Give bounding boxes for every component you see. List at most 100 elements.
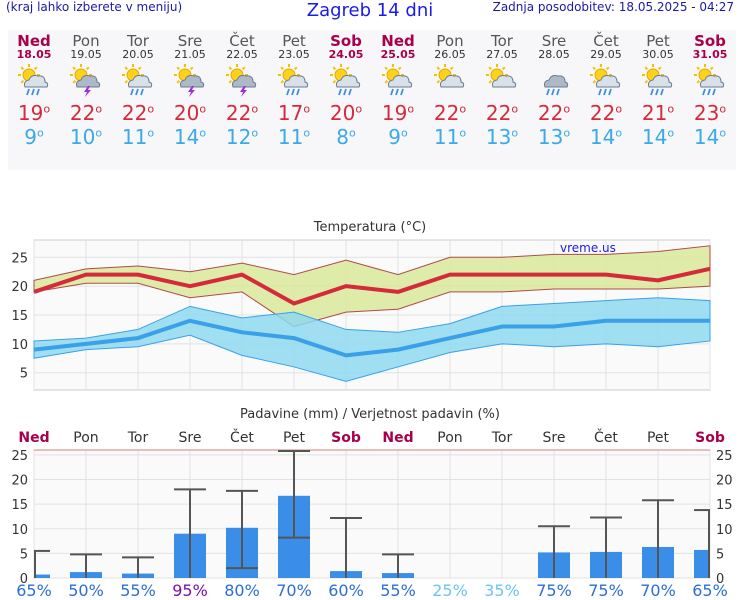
day-column: Sre 21.05 20o 14o (164, 30, 216, 170)
y-tick-label: 10 (11, 338, 28, 353)
rain-day-label: Pon (437, 430, 462, 446)
max-temperature-value: 22 (69, 101, 96, 125)
rain-day-label: Sre (543, 430, 566, 446)
rain-day-label: Sre (179, 430, 202, 446)
y-tick-label: 25 (11, 251, 28, 266)
last-updated: Zadnja posodobitev: 18.05.2025 - 04:27 (492, 0, 734, 14)
rain-day-label: Pon (73, 430, 98, 446)
rain-probability: 55% (380, 581, 416, 600)
max-temperature: 22o (69, 101, 103, 125)
temperature-chart-title: Temperatura (°C) (313, 220, 427, 235)
min-temperature-value: 13 (485, 125, 512, 149)
min-temperature-value: 11 (277, 125, 304, 149)
y-tick-label-right: 25 (716, 449, 733, 464)
max-temperature: 17o (277, 101, 311, 125)
sun-cloud-rain-icon (580, 61, 632, 99)
rain-probability: 75% (588, 581, 624, 600)
max-temp-range-band (33, 245, 711, 328)
rain-probability: 80% (224, 581, 260, 600)
max-temperature-value: 23 (693, 101, 720, 125)
max-temperature-value: 22 (589, 101, 616, 125)
day-name: Pon (72, 32, 100, 50)
rain-day-label: Tor (491, 430, 513, 446)
min-temperature-value: 14 (693, 125, 720, 149)
day-column: Tor 27.05 22o 13o (476, 30, 528, 170)
max-temperature-value: 22 (433, 101, 460, 125)
rain-bar (694, 549, 710, 578)
max-temperature-value: 22 (225, 101, 252, 125)
day-date: 26.05 (434, 48, 466, 61)
max-temperature: 19o (381, 101, 415, 125)
rain-day-label: Pet (647, 430, 670, 446)
rain-day-label: Čet (594, 428, 618, 446)
min-temperature: 11o (433, 125, 467, 149)
day-name: Tor (127, 32, 149, 50)
sun-cloud-icon (476, 61, 528, 99)
min-temperature-value: 12 (225, 125, 252, 149)
max-temperature: 22o (121, 101, 155, 125)
max-temperature-value: 19 (17, 101, 44, 125)
max-temperature: 22o (589, 101, 623, 125)
max-temperature: 19o (17, 101, 51, 125)
y-tick-label-right: 5 (716, 547, 724, 562)
day-name: Čet (229, 32, 255, 50)
min-temp-range-band (33, 297, 711, 382)
day-date: 30.05 (642, 48, 674, 61)
min-temperature-value: 11 (121, 125, 148, 149)
day-date: 25.05 (380, 48, 416, 61)
sun-cloud-rain-icon (268, 61, 320, 99)
day-date: 24.05 (328, 48, 364, 61)
sun-cloud-rain-icon (684, 61, 736, 99)
sun-cloud-rain-icon (372, 61, 424, 99)
min-temperature-value: 14 (173, 125, 200, 149)
min-temperature: 10o (69, 125, 103, 149)
max-temperature: 22o (537, 101, 571, 125)
day-date: 21.05 (174, 48, 206, 61)
rain-probability: 25% (432, 581, 468, 600)
max-temperature-value: 20 (173, 101, 200, 125)
min-temperature-value: 8 (336, 125, 349, 149)
sun-cloud-icon (424, 61, 476, 99)
max-temperature: 22o (433, 101, 467, 125)
max-temperature: 22o (485, 101, 519, 125)
day-name: Sob (694, 32, 726, 50)
y-tick-label-right: 10 (716, 523, 733, 538)
location-hint[interactable]: (kraj lahko izberete v meniju) (6, 0, 183, 14)
day-name: Pet (646, 32, 670, 50)
rain-day-label: Čet (230, 428, 254, 446)
day-name: Pon (436, 32, 464, 50)
min-temperature: 12o (225, 125, 259, 149)
rain-day-label: Tor (127, 430, 149, 446)
y-tick-label-right: 20 (716, 474, 733, 489)
y-tick-label-left: 15 (11, 498, 28, 513)
watermark: vreme.us (560, 241, 616, 255)
min-temperature: 9o (388, 125, 408, 149)
rain-day-label: Sob (331, 430, 361, 446)
rain-probability: 95% (172, 581, 208, 600)
min-temperature: 13o (537, 125, 571, 149)
min-temperature-value: 9 (388, 125, 401, 149)
day-date: 18.05 (16, 48, 52, 61)
y-tick-label: 15 (11, 309, 28, 324)
day-date: 31.05 (692, 48, 728, 61)
y-tick-label-left: 0 (20, 572, 28, 587)
cloud-rain-icon (528, 61, 580, 99)
min-temperature-value: 9 (24, 125, 37, 149)
page-title: Zagreb 14 dni (306, 0, 434, 21)
day-column: Sob 31.05 23o 14o (684, 30, 736, 170)
sun-cloud-rain-icon (112, 61, 164, 99)
day-name: Pet (282, 32, 306, 50)
day-name: Ned (381, 32, 415, 50)
min-temperature: 8o (336, 125, 356, 149)
day-name: Ned (17, 32, 51, 50)
max-temperature: 23o (693, 101, 727, 125)
rain-probability: 70% (276, 581, 312, 600)
day-name: Sre (177, 32, 203, 50)
day-date: 27.05 (486, 48, 518, 61)
day-column: Pon 26.05 22o 11o (424, 30, 476, 170)
max-temperature-value: 22 (121, 101, 148, 125)
min-temperature: 14o (589, 125, 623, 149)
min-temperature-value: 11 (433, 125, 460, 149)
day-column: Ned 25.05 19o 9o (372, 30, 424, 170)
day-date: 22.05 (226, 48, 258, 61)
